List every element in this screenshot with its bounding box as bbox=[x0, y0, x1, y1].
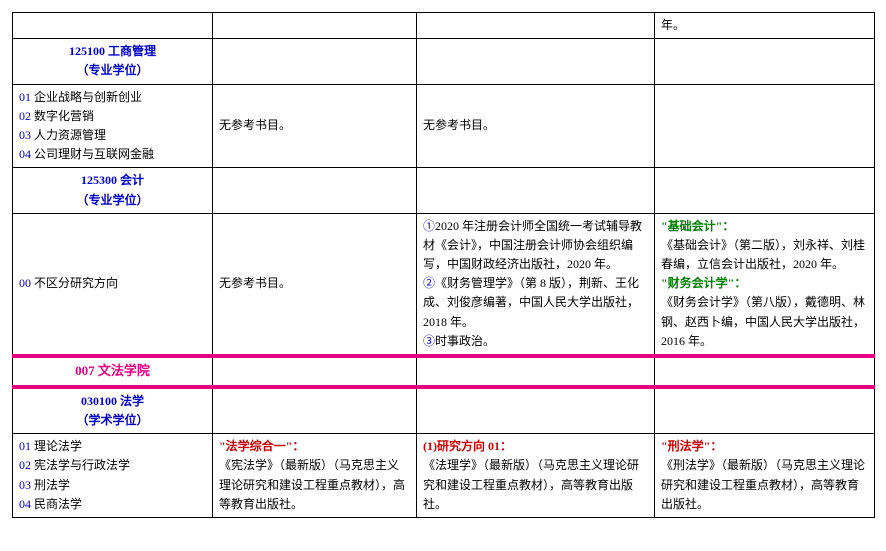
dir-num: 04 bbox=[19, 497, 34, 511]
reference-cell: "基础会计"： 《基础会计》（第二版），刘永祥、刘桂春编，立信会计出版社，202… bbox=[655, 213, 875, 355]
ref-text: 时事政治。 bbox=[435, 334, 495, 348]
cell bbox=[417, 388, 655, 434]
college-header: 007 文法学院 bbox=[13, 357, 213, 386]
ref-text: 2020 年注册会计师全国统一考试辅导教材《会计》，中国注册会计师协会组织编写，… bbox=[423, 219, 642, 271]
degree-type: （专业学位） bbox=[19, 191, 206, 210]
major-header: 030100 法学 （学术学位） bbox=[13, 388, 213, 434]
dir-num: 02 bbox=[19, 109, 34, 123]
subject-heading: "刑法学"： bbox=[661, 439, 722, 453]
cell bbox=[213, 39, 417, 84]
reference-cell: ①2020 年注册会计师全国统一考试辅导教材《会计》，中国注册会计师协会组织编写… bbox=[417, 213, 655, 355]
ref-text: 《刑法学》（最新版）（马克思主义理论研究和建设工程重点教材），高等教育出版社。 bbox=[661, 458, 865, 510]
catalog-table: 年。 125100 工商管理 （专业学位） 01 企业战略与创新创业 02 数字… bbox=[12, 12, 875, 518]
cell bbox=[13, 13, 213, 39]
subject-heading: "财务会计学"： bbox=[661, 276, 746, 290]
cell bbox=[213, 388, 417, 434]
cell bbox=[655, 39, 875, 84]
item-marker: ③ bbox=[423, 334, 435, 348]
dir-num: 03 bbox=[19, 128, 34, 142]
table-row: 00 不区分研究方向 无参考书目。 ①2020 年注册会计师全国统一考试辅导教材… bbox=[13, 213, 875, 355]
cell bbox=[213, 168, 417, 213]
college-header-row: 007 文法学院 bbox=[13, 357, 875, 386]
major-code-name: 125100 工商管理 bbox=[19, 42, 206, 61]
ref-text: 《法理学》（最新版）（马克思主义理论研究和建设工程重点教材），高等教育出版社。 bbox=[423, 458, 639, 510]
cell: 无参考书目。 bbox=[417, 84, 655, 168]
dir-name: 企业战略与创新创业 bbox=[34, 90, 142, 104]
cell bbox=[655, 388, 875, 434]
reference-cell: "刑法学"： 《刑法学》（最新版）（马克思主义理论研究和建设工程重点教材），高等… bbox=[655, 434, 875, 518]
dir-name: 宪法学与行政法学 bbox=[34, 458, 130, 472]
subject-heading: "基础会计"： bbox=[661, 219, 734, 233]
degree-type: （专业学位） bbox=[19, 61, 206, 80]
reference-cell: "法学综合一"： 《宪法学》（最新版）（马克思主义理论研究和建设工程重点教材），… bbox=[213, 434, 417, 518]
subject-heading: "法学综合一"： bbox=[219, 439, 304, 453]
table-row: 01 企业战略与创新创业 02 数字化营销 03 人力资源管理 04 公司理财与… bbox=[13, 84, 875, 168]
subject-heading: (1)研究方向 01： bbox=[423, 439, 512, 453]
dir-name: 民商法学 bbox=[34, 497, 82, 511]
item-marker: ② bbox=[423, 276, 435, 290]
dir-num: 02 bbox=[19, 458, 34, 472]
major-code-name: 030100 法学 bbox=[19, 392, 206, 411]
dir-name: 人力资源管理 bbox=[34, 128, 106, 142]
cell bbox=[417, 13, 655, 39]
ref-text: 《基础会计》（第二版），刘永祥、刘桂春编，立信会计出版社，2020 年。 bbox=[661, 238, 865, 271]
major-code-name: 125300 会计 bbox=[19, 171, 206, 190]
cell bbox=[417, 39, 655, 84]
cell bbox=[417, 357, 655, 386]
table-row: 01 理论法学 02 宪法学与行政法学 03 刑法学 04 民商法学 "法学综合… bbox=[13, 434, 875, 518]
dir-name: 刑法学 bbox=[34, 478, 70, 492]
cell bbox=[213, 13, 417, 39]
directions-cell: 01 企业战略与创新创业 02 数字化营销 03 人力资源管理 04 公司理财与… bbox=[13, 84, 213, 168]
dir-num: 01 bbox=[19, 439, 34, 453]
dir-num: 00 bbox=[19, 276, 34, 290]
ref-text: 《财务会计学》（第八版），戴德明、林钢、赵西卜编，中国人民大学出版社，2016 … bbox=[661, 295, 865, 347]
dir-num: 03 bbox=[19, 478, 34, 492]
dir-num: 01 bbox=[19, 90, 34, 104]
major-header: 125300 会计 （专业学位） bbox=[13, 168, 213, 213]
directions-cell: 01 理论法学 02 宪法学与行政法学 03 刑法学 04 民商法学 bbox=[13, 434, 213, 518]
major-header-row: 125300 会计 （专业学位） bbox=[13, 168, 875, 213]
dir-name: 公司理财与互联网金融 bbox=[34, 147, 154, 161]
directions-cell: 00 不区分研究方向 bbox=[13, 213, 213, 355]
cell bbox=[655, 357, 875, 386]
degree-type: （学术学位） bbox=[19, 411, 206, 430]
ref-text: 《宪法学》（最新版）（马克思主义理论研究和建设工程重点教材），高等教育出版社。 bbox=[219, 458, 405, 510]
cell bbox=[213, 357, 417, 386]
dir-name: 数字化营销 bbox=[34, 109, 94, 123]
item-marker: ① bbox=[423, 219, 435, 233]
cell bbox=[655, 84, 875, 168]
table-row: 年。 bbox=[13, 13, 875, 39]
cell bbox=[417, 168, 655, 213]
reference-cell: (1)研究方向 01： 《法理学》（最新版）（马克思主义理论研究和建设工程重点教… bbox=[417, 434, 655, 518]
dir-num: 04 bbox=[19, 147, 34, 161]
dir-name: 不区分研究方向 bbox=[34, 276, 118, 290]
cell: 年。 bbox=[655, 13, 875, 39]
cell bbox=[655, 168, 875, 213]
major-header-row: 030100 法学 （学术学位） bbox=[13, 388, 875, 434]
cell: 无参考书目。 bbox=[213, 213, 417, 355]
dir-name: 理论法学 bbox=[34, 439, 82, 453]
ref-text: 《财务管理学》（第 8 版），荆新、王化成、刘俊彦编著，中国人民大学出版社，20… bbox=[423, 276, 639, 328]
cell: 无参考书目。 bbox=[213, 84, 417, 168]
major-header-row: 125100 工商管理 （专业学位） bbox=[13, 39, 875, 84]
major-header: 125100 工商管理 （专业学位） bbox=[13, 39, 213, 84]
